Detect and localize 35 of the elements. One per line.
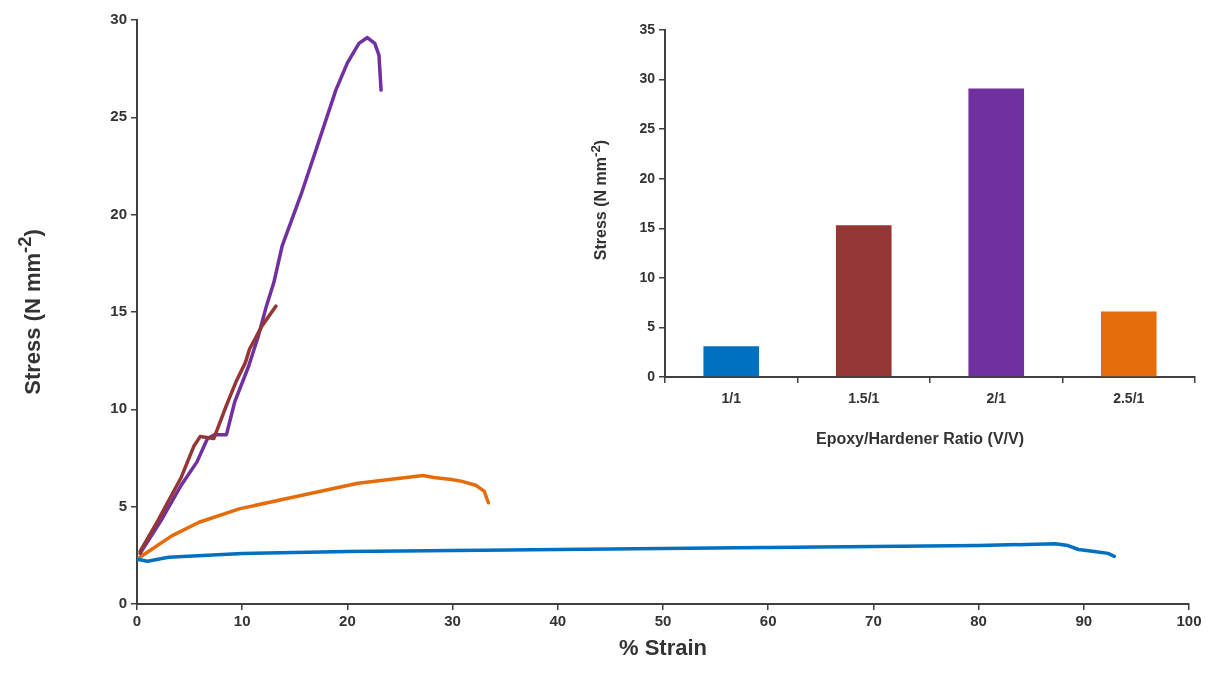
y-tick-label: 5 xyxy=(118,496,127,514)
x-tick-label: 70 xyxy=(865,612,882,630)
bar xyxy=(968,88,1025,377)
x-tick-label: 80 xyxy=(970,612,987,630)
y-tick-label: 30 xyxy=(110,10,127,28)
x-tick-label: 60 xyxy=(759,612,777,630)
x-tick-label: 2/1 xyxy=(986,390,1007,407)
x-tick-label: 2.5/1 xyxy=(1113,390,1145,407)
y-tick-label: 20 xyxy=(639,169,656,186)
y-tick-label: 35 xyxy=(639,20,656,37)
x-tick-label: 50 xyxy=(654,612,672,630)
bar xyxy=(703,346,760,377)
bar xyxy=(835,225,892,377)
y-tick-label: 0 xyxy=(647,367,656,384)
x-tick-label: 30 xyxy=(444,612,461,630)
y-tick-label: 15 xyxy=(110,302,127,320)
x-tick-label: 1/1 xyxy=(721,390,742,407)
x-tick-label: 90 xyxy=(1075,612,1093,630)
bar xyxy=(1100,311,1157,377)
y-tick-label: 10 xyxy=(639,268,656,285)
x-axis-title: Epoxy/Hardener Ratio (V/V) xyxy=(815,430,1025,448)
y-tick-label: 20 xyxy=(110,204,127,222)
y-tick-label: 30 xyxy=(639,70,656,87)
x-tick-label: 20 xyxy=(339,612,356,630)
y-tick-label: 5 xyxy=(647,318,656,335)
y-tick-label: 25 xyxy=(639,120,656,136)
x-tick-label: 40 xyxy=(549,612,567,630)
y-tick-label: 25 xyxy=(110,107,127,125)
x-axis-title: % Strain xyxy=(618,635,708,661)
y-tick-label: 15 xyxy=(639,219,656,236)
y-tick-label: 0 xyxy=(118,594,127,612)
x-tick-label: 10 xyxy=(233,612,251,630)
x-tick-label: 100 xyxy=(1176,612,1202,630)
x-tick-label: 1.5/1 xyxy=(848,390,880,407)
x-tick-label: 0 xyxy=(132,612,142,630)
